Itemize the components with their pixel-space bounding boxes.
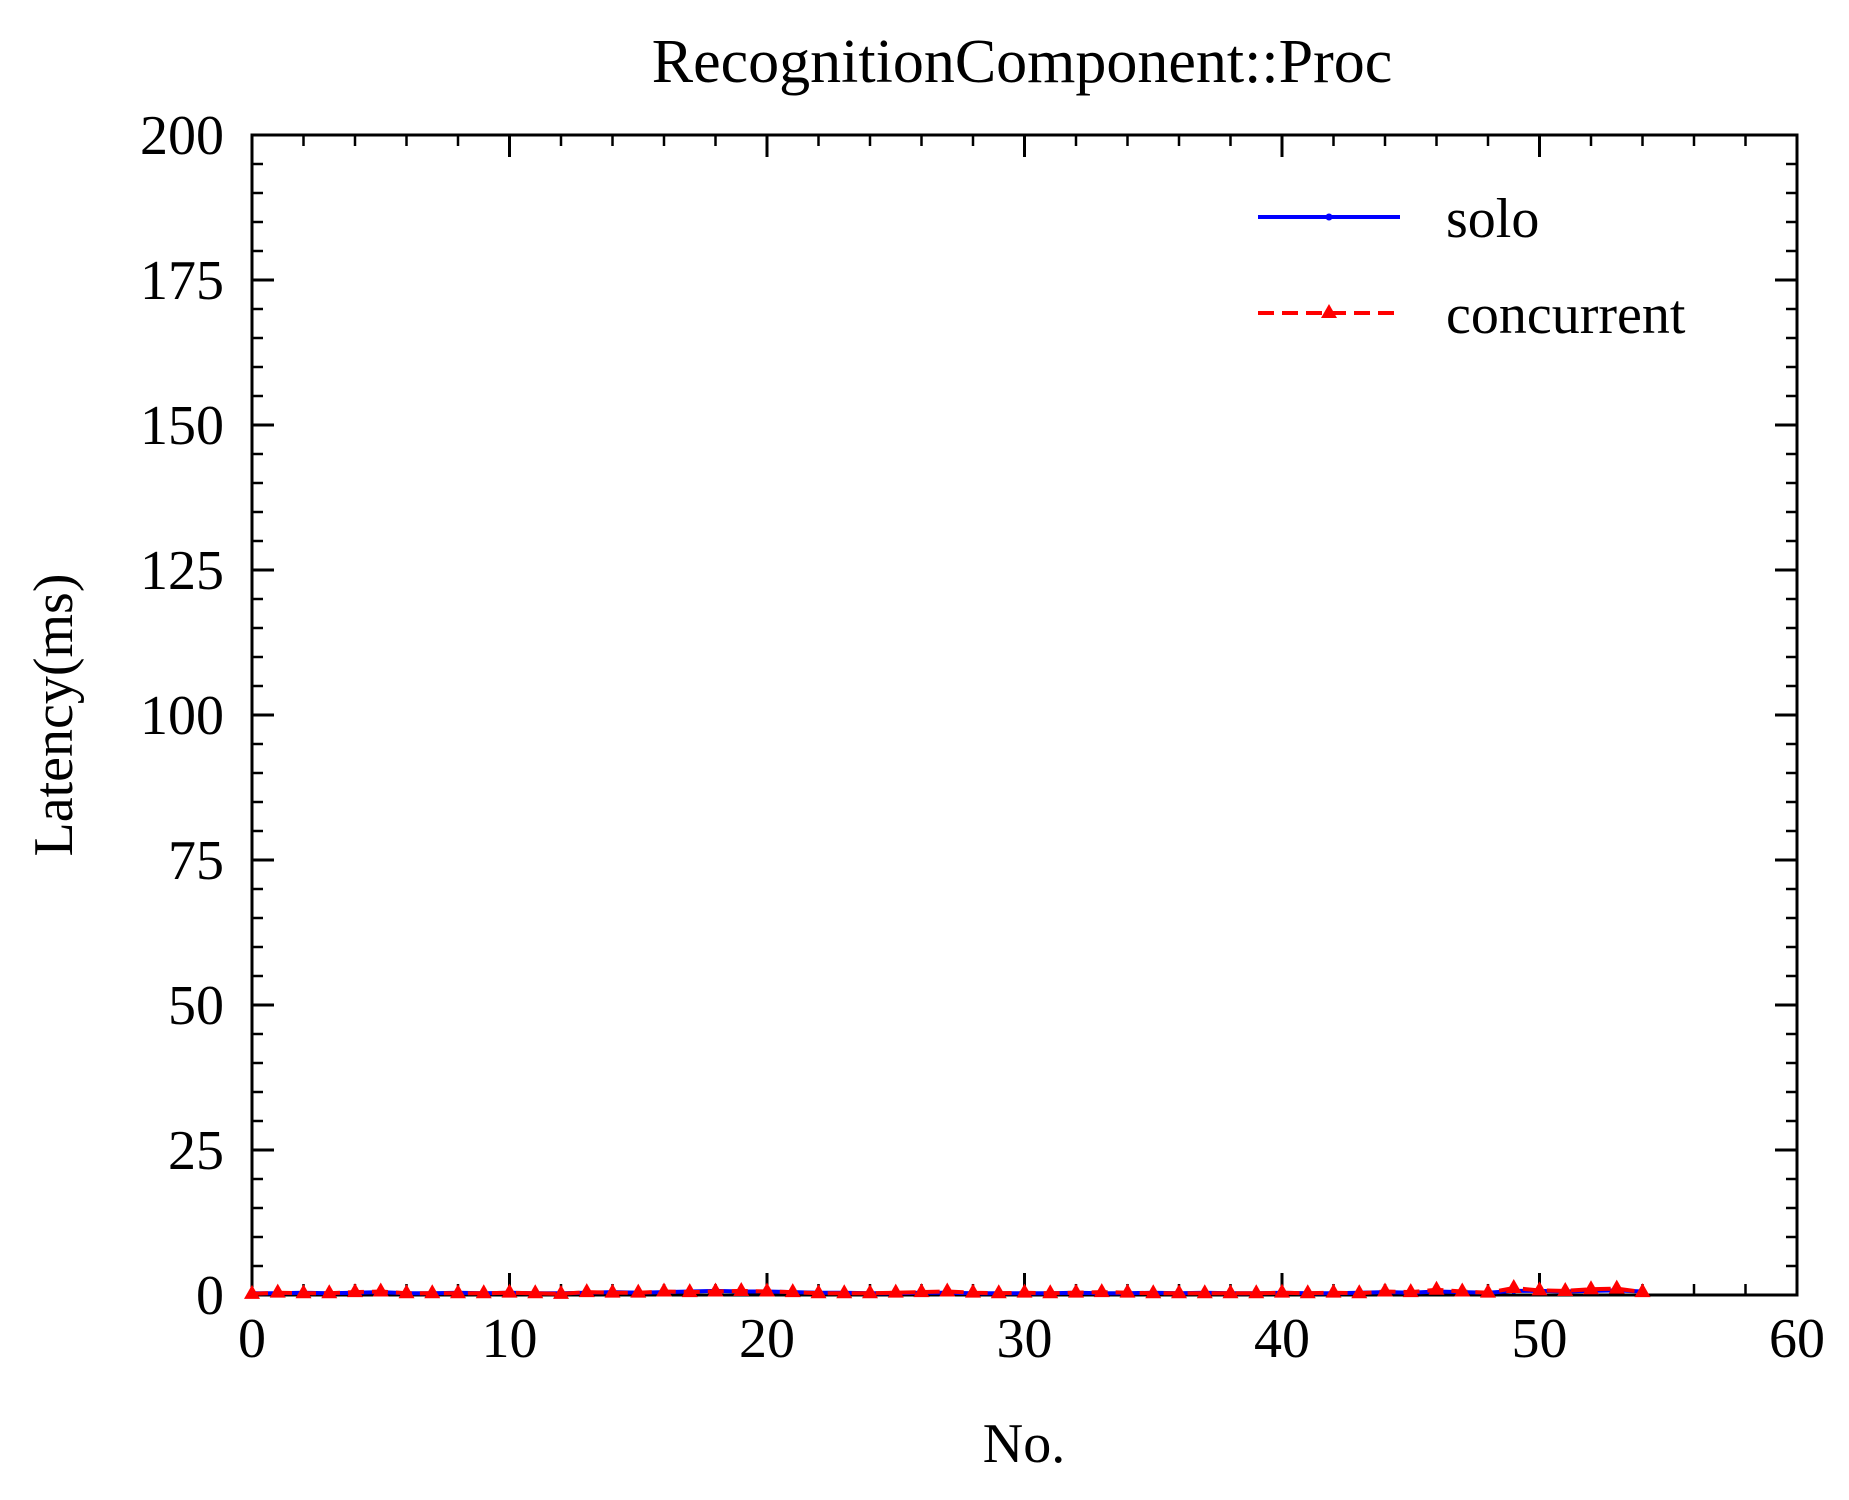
data-point-concurrent <box>1093 1283 1110 1298</box>
data-point-concurrent <box>1402 1283 1419 1298</box>
data-point-concurrent <box>321 1284 338 1299</box>
data-point-concurrent <box>1042 1284 1059 1299</box>
data-point-concurrent <box>269 1283 286 1298</box>
data-point-concurrent <box>295 1284 312 1299</box>
data-point-concurrent <box>707 1282 724 1297</box>
data-point-concurrent <box>244 1284 260 1299</box>
y-tick-label: 100 <box>140 685 224 747</box>
data-point-concurrent <box>1454 1282 1471 1297</box>
data-point-concurrent <box>965 1283 981 1298</box>
data-point-concurrent <box>810 1284 827 1299</box>
x-tick-label: 10 <box>482 1308 538 1370</box>
data-point-concurrent <box>1248 1284 1265 1299</box>
legend-item-solo: solo <box>1258 188 1539 250</box>
data-point-concurrent <box>501 1283 518 1298</box>
data-point-concurrent <box>862 1284 878 1299</box>
x-tick-label: 20 <box>739 1308 795 1370</box>
data-point-concurrent <box>1171 1284 1187 1299</box>
series-layer <box>244 1279 1651 1299</box>
y-tick-label: 200 <box>140 105 224 167</box>
data-point-concurrent <box>836 1284 853 1299</box>
data-point-concurrent <box>553 1284 569 1299</box>
data-point-concurrent <box>1222 1284 1239 1299</box>
legend-marker-concurrent <box>1321 304 1337 318</box>
x-tick-label: 60 <box>1769 1308 1825 1370</box>
data-point-concurrent <box>1196 1284 1213 1299</box>
data-point-concurrent <box>1016 1283 1033 1298</box>
y-tick-label: 0 <box>196 1265 224 1327</box>
data-point-concurrent <box>913 1283 930 1298</box>
data-point-concurrent <box>1480 1283 1496 1298</box>
chart-title: RecognitionComponent::Proc <box>652 28 1393 96</box>
data-point-concurrent <box>1068 1283 1084 1298</box>
y-tick-label: 150 <box>140 395 224 457</box>
y-tick-label: 175 <box>140 250 224 312</box>
data-point-concurrent <box>784 1283 801 1298</box>
data-point-concurrent <box>1505 1279 1522 1294</box>
data-point-concurrent <box>939 1282 956 1297</box>
data-point-concurrent <box>1274 1283 1290 1298</box>
y-axis-label: Latency(ms) <box>23 574 85 857</box>
data-point-concurrent <box>1145 1284 1162 1299</box>
x-tick-label: 0 <box>238 1308 266 1370</box>
x-axis-label: No. <box>983 1413 1065 1475</box>
data-point-concurrent <box>759 1282 775 1297</box>
legend-item-concurrent: concurrent <box>1258 284 1686 346</box>
data-point-concurrent <box>347 1283 363 1298</box>
legend-marker-solo <box>1325 213 1333 221</box>
data-point-concurrent <box>887 1283 904 1298</box>
data-point-concurrent <box>1557 1281 1574 1296</box>
y-tick-label: 75 <box>168 830 224 892</box>
y-tick-label: 25 <box>168 1120 224 1182</box>
y-tick-label: 50 <box>168 975 224 1037</box>
data-point-concurrent <box>578 1283 595 1298</box>
x-tick-labels: 0 10 20 30 40 50 60 <box>238 1308 1825 1370</box>
data-point-concurrent <box>733 1281 750 1296</box>
x-tick-label: 40 <box>1254 1308 1310 1370</box>
data-point-concurrent <box>424 1284 441 1299</box>
x-tick-label: 30 <box>997 1308 1053 1370</box>
data-point-concurrent <box>1531 1281 1548 1296</box>
data-point-concurrent <box>372 1282 389 1297</box>
data-point-concurrent <box>1299 1284 1316 1299</box>
data-point-concurrent <box>527 1284 544 1299</box>
data-point-concurrent <box>1608 1279 1625 1294</box>
legend: solo concurrent <box>1258 188 1686 346</box>
data-point-concurrent <box>1351 1284 1368 1299</box>
plot-area <box>244 133 1799 1299</box>
axis-ticks <box>250 133 1799 1297</box>
data-point-concurrent <box>450 1284 466 1299</box>
data-point-concurrent <box>398 1284 415 1299</box>
y-tick-label: 125 <box>140 540 224 602</box>
data-point-concurrent <box>604 1283 621 1298</box>
data-point-concurrent <box>1634 1283 1651 1298</box>
x-tick-label: 50 <box>1512 1308 1568 1370</box>
data-point-concurrent <box>1325 1283 1342 1298</box>
data-point-concurrent <box>1119 1283 1136 1298</box>
data-point-concurrent <box>990 1284 1007 1299</box>
data-point-concurrent <box>656 1282 672 1297</box>
data-point-concurrent <box>1583 1280 1599 1295</box>
y-tick-labels: 0 25 50 75 100 125 150 175 200 <box>140 105 224 1327</box>
data-point-concurrent <box>630 1283 647 1298</box>
data-point-concurrent <box>1428 1280 1445 1295</box>
series-concurrent <box>244 1279 1651 1299</box>
data-point-concurrent <box>1377 1282 1393 1297</box>
legend-label-solo: solo <box>1446 188 1539 250</box>
data-point-concurrent <box>681 1283 698 1298</box>
legend-label-concurrent: concurrent <box>1446 284 1686 346</box>
data-point-concurrent <box>475 1284 492 1299</box>
